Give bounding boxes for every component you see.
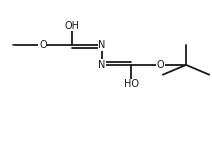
Text: N: N xyxy=(98,40,106,50)
Text: O: O xyxy=(39,40,47,50)
Text: N: N xyxy=(98,60,106,70)
Text: OH: OH xyxy=(65,21,80,31)
Text: HO: HO xyxy=(124,80,139,89)
Text: O: O xyxy=(157,60,165,70)
Text: methoxy: methoxy xyxy=(10,45,17,46)
